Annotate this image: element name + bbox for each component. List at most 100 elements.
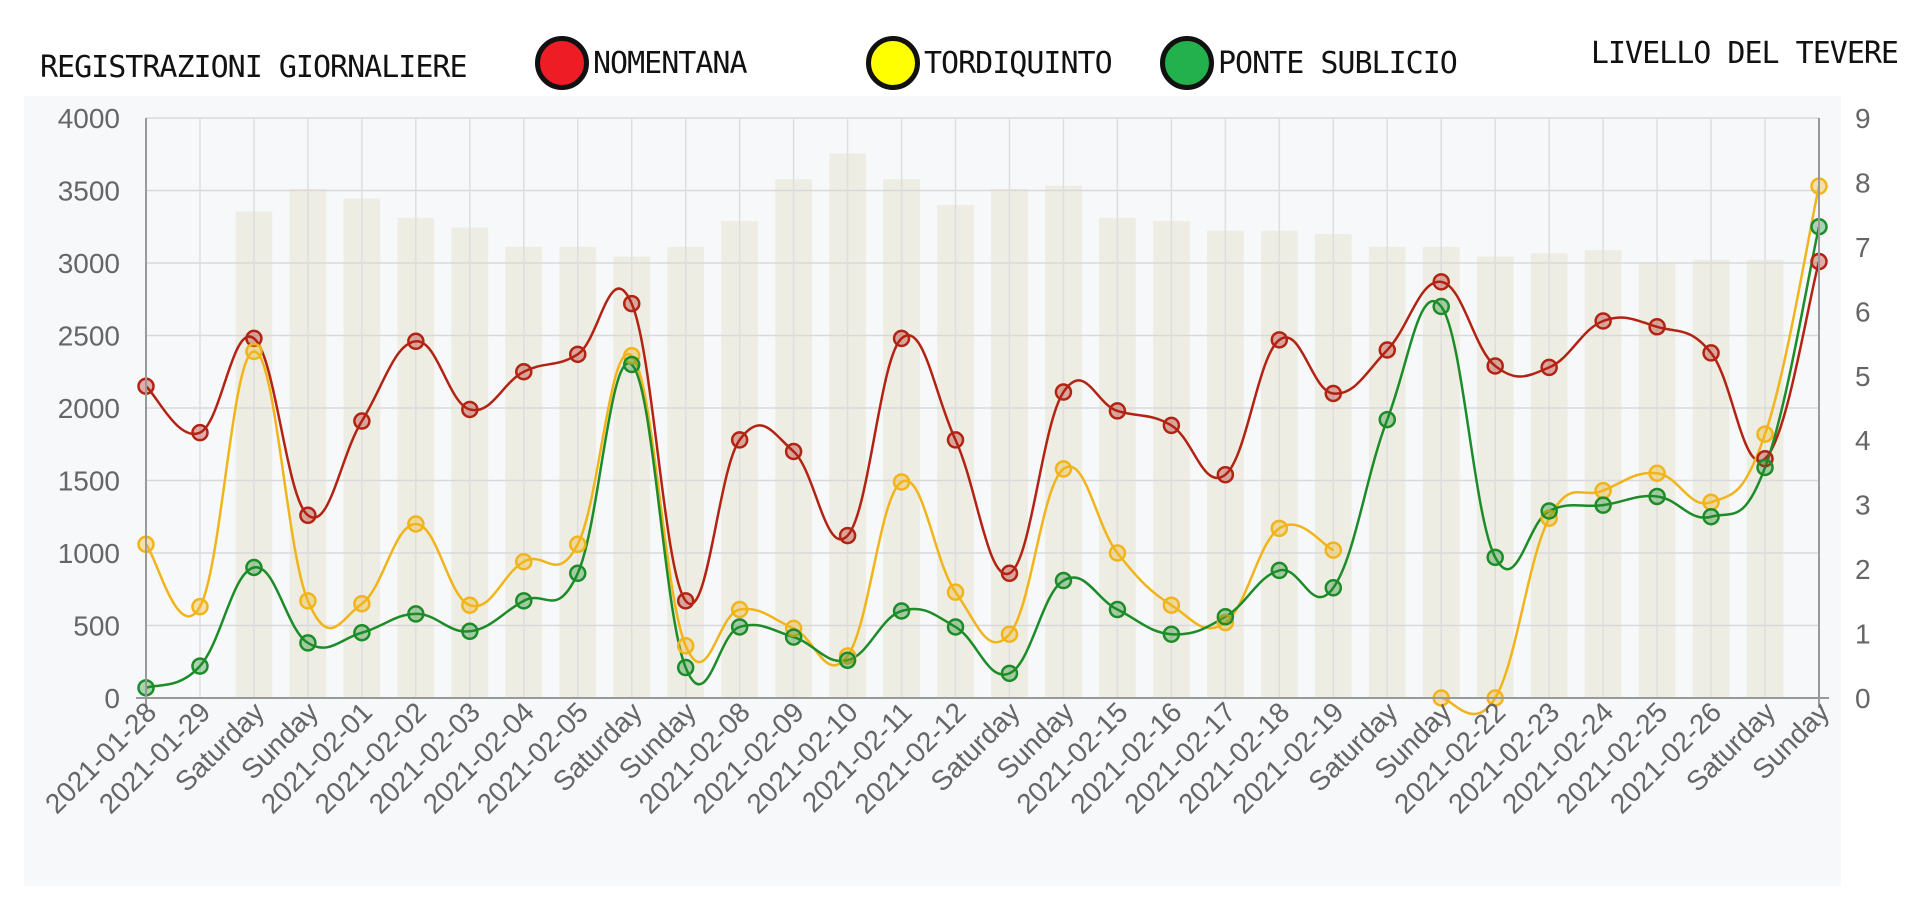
- data-point: [191, 423, 209, 442]
- data-point: [1000, 664, 1019, 683]
- data-point: [245, 329, 263, 348]
- data-point: [730, 600, 749, 619]
- data-point: [299, 592, 317, 610]
- data-point: [1594, 312, 1612, 330]
- data-point: [1270, 331, 1289, 349]
- data-point: [515, 363, 533, 381]
- series-line: [1440, 185, 1821, 716]
- data-point: [1540, 502, 1558, 520]
- data-point: [1000, 564, 1019, 583]
- legend-item-nomentana[interactable]: NOMENTANA: [535, 36, 748, 90]
- data-point: [838, 526, 857, 545]
- data-point: [1270, 519, 1289, 538]
- y-left-tick-label: 500: [73, 611, 120, 642]
- data-point: [461, 622, 479, 641]
- data-point: [1216, 608, 1235, 626]
- data-point: [622, 294, 641, 313]
- y-right-tick-label: 5: [1855, 361, 1871, 392]
- data-point: [1216, 613, 1235, 632]
- data-point: [1216, 465, 1235, 484]
- point-group: [137, 177, 1828, 707]
- y-right-tick-label: 3: [1855, 490, 1871, 521]
- data-point: [407, 515, 425, 533]
- data-point: [1648, 318, 1666, 336]
- data-point: [1324, 541, 1343, 559]
- data-point: [1108, 544, 1127, 562]
- data-point: [299, 634, 317, 652]
- data-point: [515, 592, 533, 610]
- data-point: [1486, 548, 1504, 567]
- data-point: [1108, 402, 1127, 420]
- data-point: [568, 535, 587, 554]
- data-point: [676, 637, 695, 655]
- y-right-tick-label: 8: [1855, 167, 1871, 198]
- data-point: [946, 431, 965, 449]
- data-point: [946, 583, 965, 601]
- y-left-tick-label: 2500: [58, 321, 120, 352]
- series-line: [145, 226, 1821, 690]
- legend-item-ponte-sublicio[interactable]: PONTE SUBLICIO: [1160, 36, 1458, 90]
- legend-item-tordiquinto[interactable]: TORDIQUINTO: [866, 36, 1113, 90]
- data-point: [1594, 496, 1612, 514]
- data-point: [1648, 464, 1666, 482]
- data-point: [892, 473, 911, 491]
- y-right-tick-label: 7: [1855, 232, 1871, 263]
- data-point: [676, 592, 695, 610]
- left-axis-title: REGISTRAZIONI GIORNALIERE: [40, 50, 468, 85]
- y-right-tick-label: 0: [1855, 683, 1871, 714]
- data-point: [461, 400, 479, 419]
- data-point: [676, 658, 695, 677]
- legend-swatch-ponte-sublicio: [1160, 36, 1214, 90]
- data-point: [1648, 487, 1666, 506]
- y-left-tick-label: 4000: [58, 103, 120, 134]
- data-point: [245, 558, 263, 577]
- y-right-tick-label: 6: [1855, 296, 1871, 327]
- data-point: [568, 564, 587, 583]
- data-point: [1108, 600, 1127, 619]
- y-right-tick-label: 9: [1855, 103, 1871, 134]
- data-point: [1162, 416, 1181, 435]
- y-right-tick-label: 2: [1855, 554, 1871, 585]
- legend-label-nomentana: NOMENTANA: [593, 45, 748, 81]
- y-left-tick-label: 0: [104, 683, 120, 714]
- data-point: [838, 651, 857, 670]
- data-point: [1054, 571, 1073, 590]
- legend-label-tordiquinto: TORDIQUINTO: [924, 45, 1113, 81]
- legend-swatch-tordiquinto: [866, 36, 920, 90]
- data-point: [568, 345, 587, 364]
- data-point: [892, 602, 911, 620]
- y-left-tick-label: 3000: [58, 248, 120, 279]
- data-point: [784, 628, 803, 646]
- legend-swatch-nomentana: [535, 36, 589, 90]
- data-point: [299, 506, 317, 525]
- data-point: [407, 332, 425, 351]
- grid-group: [145, 117, 1820, 699]
- data-point: [1378, 341, 1397, 359]
- y-left-tick-label: 3500: [58, 176, 120, 207]
- data-point: [1540, 358, 1558, 377]
- series-line: [145, 261, 1821, 606]
- data-point: [1756, 425, 1774, 443]
- data-point: [191, 597, 209, 616]
- data-point: [1162, 596, 1181, 614]
- data-point: [1756, 458, 1774, 477]
- data-point: [407, 605, 425, 623]
- data-point: [1702, 493, 1720, 511]
- data-point: [1270, 561, 1289, 580]
- legend-label-ponte-sublicio: PONTE SUBLICIO: [1218, 45, 1458, 81]
- data-point: [1054, 460, 1073, 478]
- data-point: [1702, 344, 1720, 362]
- right-axis-title: LIVELLO DEL TEVERE: [1590, 36, 1899, 71]
- data-point: [784, 442, 803, 461]
- data-point: [353, 595, 371, 613]
- data-point: [1378, 410, 1397, 429]
- data-point: [515, 552, 533, 571]
- data-point: [730, 431, 749, 449]
- data-point: [191, 657, 209, 675]
- data-point: [1594, 481, 1612, 500]
- data-point: [1324, 384, 1343, 403]
- data-point: [1054, 383, 1073, 401]
- data-point: [1324, 579, 1343, 597]
- data-point: [353, 412, 371, 430]
- y-left-tick-label: 2000: [58, 393, 120, 424]
